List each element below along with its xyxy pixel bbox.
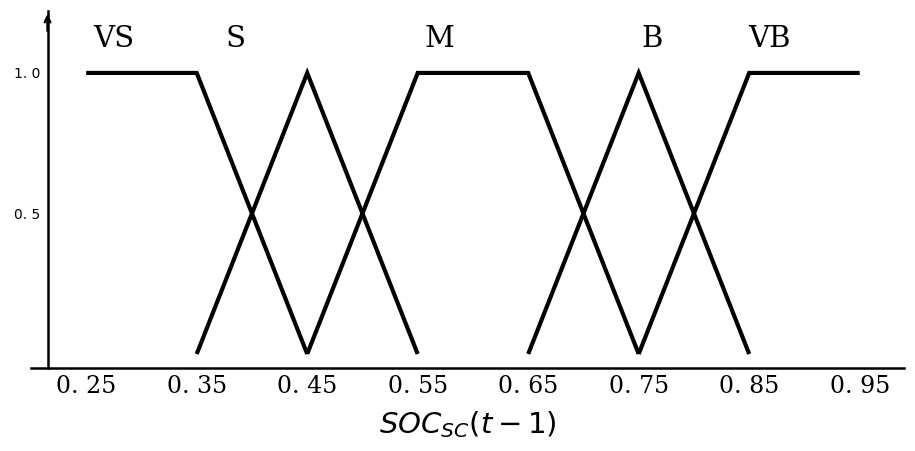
Text: S: S xyxy=(225,25,245,53)
X-axis label: $\mathit{SOC}_{SC}(t-1)$: $\mathit{SOC}_{SC}(t-1)$ xyxy=(379,409,556,440)
Text: VB: VB xyxy=(748,25,791,53)
Text: VS: VS xyxy=(93,25,135,53)
Text: B: B xyxy=(641,25,662,53)
Text: M: M xyxy=(425,25,455,53)
